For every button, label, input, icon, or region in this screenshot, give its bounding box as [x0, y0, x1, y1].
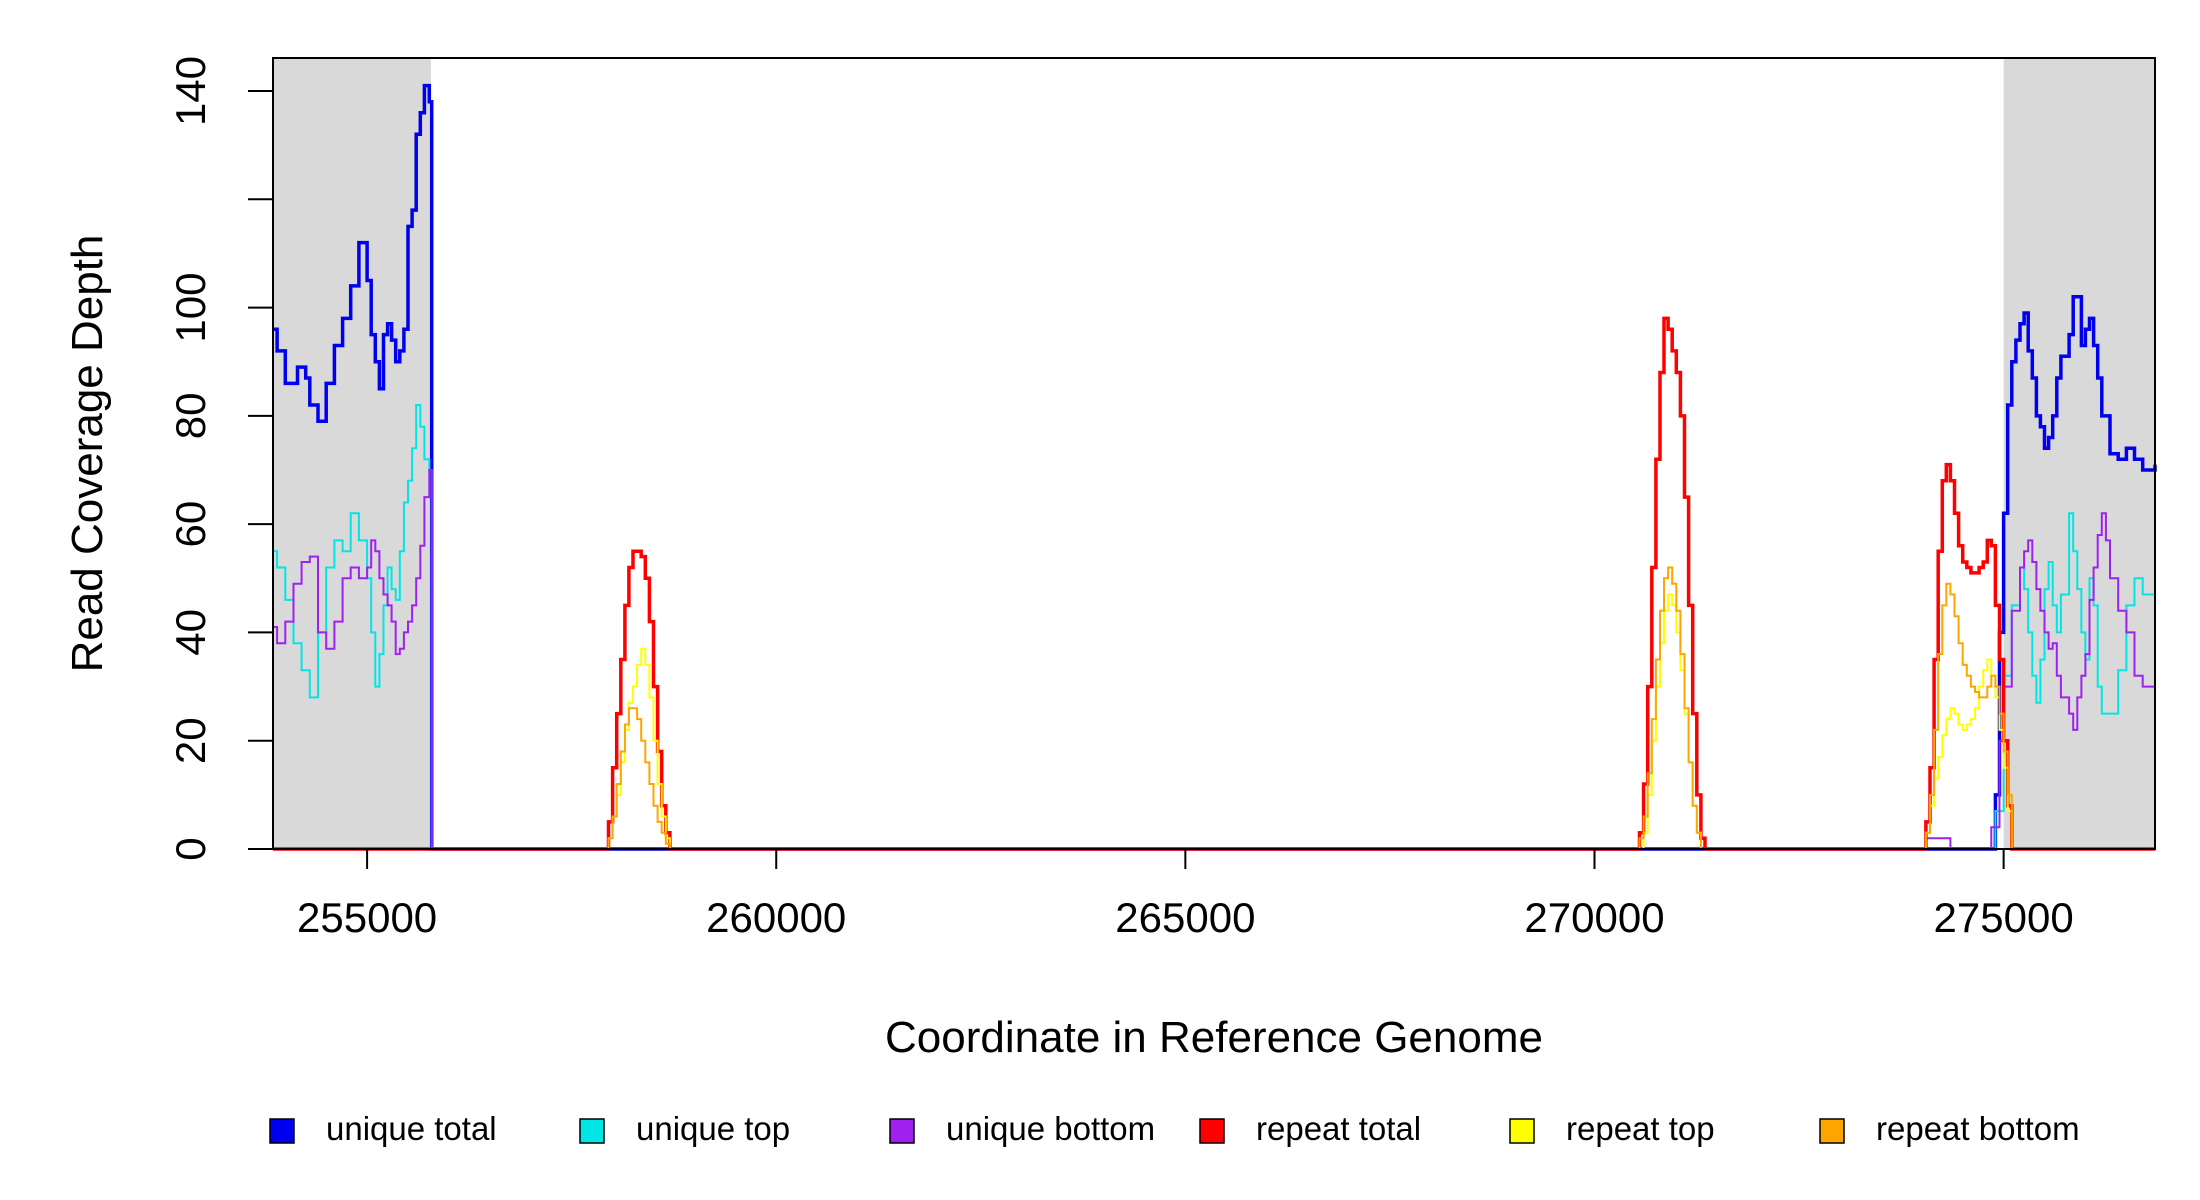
legend-swatch [889, 1118, 915, 1144]
series-lines [273, 83, 2157, 851]
y-axis-title: Read Coverage Depth [63, 235, 112, 673]
y-tick-label: 100 [167, 273, 214, 343]
y-tick-label: 20 [167, 717, 214, 764]
legend-swatch [1199, 1118, 1225, 1144]
legend-label: repeat top [1566, 1110, 1715, 1147]
legend-label: unique bottom [946, 1110, 1155, 1147]
y-tick-label: 40 [167, 609, 214, 656]
legend-swatch [269, 1118, 295, 1144]
x-axis: 255000 260000 265000 270000 275000 [297, 848, 2074, 941]
x-tick-label: 260000 [706, 894, 846, 941]
shaded-region-1 [273, 58, 431, 849]
legend-label: repeat bottom [1876, 1110, 2080, 1147]
series-line-unique-top [273, 404, 2156, 850]
y-axis: 0 20 40 60 80 100 140 [167, 56, 274, 861]
series-line-repeat-top [273, 593, 2155, 850]
legend-label: repeat total [1256, 1110, 1421, 1147]
y-tick-label: 80 [167, 392, 214, 439]
y-tick-label: 140 [167, 56, 214, 126]
x-axis-title: Coordinate in Reference Genome [885, 1013, 1543, 1062]
series-line-repeat-bottom [273, 566, 2155, 850]
legend-label: unique top [636, 1110, 790, 1147]
shaded-regions [273, 58, 2155, 849]
series-line-unique-bottom [273, 469, 2156, 850]
series-line-repeat-total [273, 316, 2155, 851]
legend-swatch [1509, 1118, 1535, 1144]
x-tick-label: 265000 [1115, 894, 1255, 941]
shaded-region-2 [2003, 58, 2155, 849]
legend-swatch [579, 1118, 605, 1144]
x-tick-label: 270000 [1524, 894, 1664, 941]
series-line-unique-total [273, 83, 2157, 851]
legend-swatch [1819, 1118, 1845, 1144]
y-tick-label: 0 [167, 837, 214, 860]
legend: unique total unique top unique bottom repea… [269, 1110, 2080, 1147]
x-tick-label: 275000 [1934, 894, 2074, 941]
x-tick-label: 255000 [297, 894, 437, 941]
legend-label: unique total [326, 1110, 497, 1147]
plot-frame [272, 57, 2156, 850]
y-tick-label: 60 [167, 501, 214, 548]
